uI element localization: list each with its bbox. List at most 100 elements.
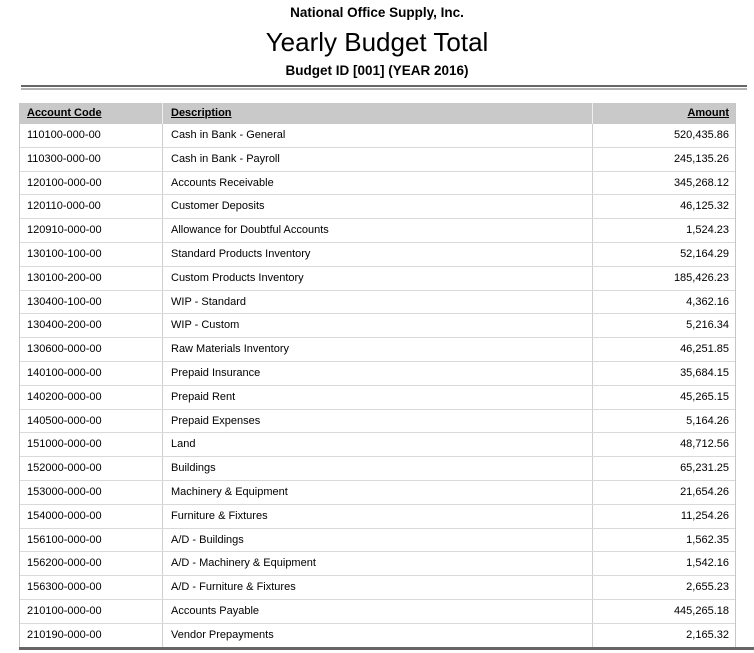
amount-cell: 45,265.15	[680, 390, 729, 403]
description-cell: Accounts Payable	[163, 599, 593, 623]
description-cell: Furniture & Fixtures	[163, 504, 593, 528]
amount-cell: 1,542.16	[686, 557, 729, 570]
amount-cell: 5,216.34	[686, 319, 729, 332]
table-row: 156200-000-00 A/D - Machinery & Equipmen…	[20, 552, 735, 577]
description-cell: Custom Products Inventory	[163, 266, 593, 290]
description-cell: Prepaid Insurance	[163, 361, 593, 385]
header-divider-rule-dark-line	[21, 85, 747, 87]
table-row: 210190-000-00 Vendor Prepayments 2,165.3…	[20, 623, 735, 648]
report-subtitle: Budget ID [001] (YEAR 2016)	[285, 63, 469, 78]
amount-cell: 245,135.26	[673, 152, 729, 165]
table-row: 120110-000-00 Customer Deposits 46,125.3…	[20, 195, 735, 220]
amount-cell: 185,426.23	[673, 271, 729, 284]
account-code-cell: 210190-000-00	[20, 623, 163, 647]
amount-cell: 1,562.35	[686, 533, 729, 546]
amount-cell: 48,712.56	[680, 438, 729, 451]
amount-cell: 2,655.23	[686, 581, 729, 594]
amount-cell: 46,125.32	[680, 200, 729, 213]
table-row: 130400-100-00 WIP - Standard 4,362.16	[20, 290, 735, 315]
table-row: 153000-000-00 Machinery & Equipment 21,6…	[20, 480, 735, 505]
header-divider-rule-light-line	[21, 88, 747, 90]
table-row: 156100-000-00 A/D - Buildings 1,562.35	[20, 528, 735, 553]
account-code-cell: 156300-000-00	[20, 576, 163, 599]
table-row: 210100-000-00 Accounts Payable 445,265.1…	[20, 599, 735, 624]
description-cell: Cash in Bank - Payroll	[163, 147, 593, 171]
table-row: 130100-100-00 Standard Products Inventor…	[20, 242, 735, 267]
table-row: 120100-000-00 Accounts Receivable 345,26…	[20, 171, 735, 196]
page-bottom-rule	[19, 647, 754, 650]
amount-cell: 520,435.86	[673, 129, 729, 141]
description-cell: A/D - Furniture & Fixtures	[163, 576, 593, 599]
account-code-cell: 210100-000-00	[20, 599, 163, 623]
account-code-cell: 156100-000-00	[20, 528, 163, 552]
description-cell: Buildings	[163, 457, 593, 480]
account-code-cell: 110300-000-00	[20, 147, 163, 171]
table-row: 156300-000-00 A/D - Furniture & Fixtures…	[20, 576, 735, 600]
account-code-cell: 153000-000-00	[20, 480, 163, 504]
amount-cell: 1,524.23	[686, 224, 729, 237]
description-cell: A/D - Buildings	[163, 528, 593, 552]
account-code-cell: 110100-000-00	[20, 124, 163, 147]
amount-cell: 21,654.26	[680, 485, 729, 498]
account-code-cell: 130400-200-00	[20, 314, 163, 338]
report-title: Yearly Budget Total	[265, 27, 489, 57]
table-row: 140100-000-00 Prepaid Insurance 35,684.1…	[20, 361, 735, 386]
table-row: 140200-000-00 Prepaid Rent 45,265.15	[20, 385, 735, 410]
amount-cell: 445,265.18	[673, 604, 729, 617]
table-header-row: Account Code Description Amount	[20, 103, 735, 124]
amount-cell: 52,164.29	[680, 247, 729, 260]
table-body: 110100-000-00 Cash in Bank - General 520…	[20, 124, 735, 648]
column-header-description: Description	[163, 103, 593, 124]
amount-cell: 4,362.16	[686, 295, 729, 308]
account-code-cell: 140500-000-00	[20, 409, 163, 433]
description-cell: Vendor Prepayments	[163, 623, 593, 647]
description-cell: WIP - Custom	[163, 314, 593, 338]
account-code-cell: 151000-000-00	[20, 433, 163, 457]
table-row: 130400-200-00 WIP - Custom 5,216.34	[20, 314, 735, 339]
account-code-cell: 140100-000-00	[20, 361, 163, 385]
column-header-amount: Amount	[687, 107, 729, 119]
description-cell: Accounts Receivable	[163, 171, 593, 195]
amount-cell: 11,254.26	[680, 509, 729, 522]
table-row: 140500-000-00 Prepaid Expenses 5,164.26	[20, 409, 735, 434]
table-row: 152000-000-00 Buildings 65,231.25	[20, 457, 735, 481]
account-code-cell: 120110-000-00	[20, 195, 163, 219]
description-cell: Land	[163, 433, 593, 457]
amount-cell: 35,684.15	[680, 366, 729, 379]
company-name: National Office Supply, Inc.	[290, 5, 464, 20]
account-code-cell: 130100-200-00	[20, 266, 163, 290]
report-header: National Office Supply, Inc. Yearly Budg…	[0, 0, 754, 79]
budget-table: Account Code Description Amount 110100-0…	[19, 103, 736, 648]
table-row: 120910-000-00 Allowance for Doubtful Acc…	[20, 219, 735, 243]
amount-cell: 65,231.25	[680, 462, 729, 475]
account-code-cell: 120910-000-00	[20, 219, 163, 242]
description-cell: Allowance for Doubtful Accounts	[163, 219, 593, 242]
table-row: 110100-000-00 Cash in Bank - General 520…	[20, 124, 735, 148]
description-cell: WIP - Standard	[163, 290, 593, 314]
description-cell: Cash in Bank - General	[163, 124, 593, 147]
account-code-cell: 140200-000-00	[20, 385, 163, 409]
amount-cell: 2,165.32	[686, 628, 729, 641]
account-code-cell: 154000-000-00	[20, 504, 163, 528]
table-row: 110300-000-00 Cash in Bank - Payroll 245…	[20, 147, 735, 172]
description-cell: Customer Deposits	[163, 195, 593, 219]
header-divider-rule	[21, 85, 747, 90]
table-row: 130600-000-00 Raw Materials Inventory 46…	[20, 338, 735, 362]
account-code-cell: 130400-100-00	[20, 290, 163, 314]
table-row: 154000-000-00 Furniture & Fixtures 11,25…	[20, 504, 735, 529]
table-row: 130100-200-00 Custom Products Inventory …	[20, 266, 735, 291]
description-cell: A/D - Machinery & Equipment	[163, 552, 593, 576]
account-code-cell: 130600-000-00	[20, 338, 163, 361]
description-cell: Machinery & Equipment	[163, 480, 593, 504]
account-code-cell: 130100-100-00	[20, 242, 163, 266]
description-cell: Prepaid Expenses	[163, 409, 593, 433]
amount-cell: 46,251.85	[680, 343, 729, 356]
description-cell: Standard Products Inventory	[163, 242, 593, 266]
description-cell: Prepaid Rent	[163, 385, 593, 409]
table-row: 151000-000-00 Land 48,712.56	[20, 433, 735, 458]
account-code-cell: 120100-000-00	[20, 171, 163, 195]
description-cell: Raw Materials Inventory	[163, 338, 593, 361]
account-code-cell: 152000-000-00	[20, 457, 163, 480]
amount-cell: 5,164.26	[686, 414, 729, 427]
